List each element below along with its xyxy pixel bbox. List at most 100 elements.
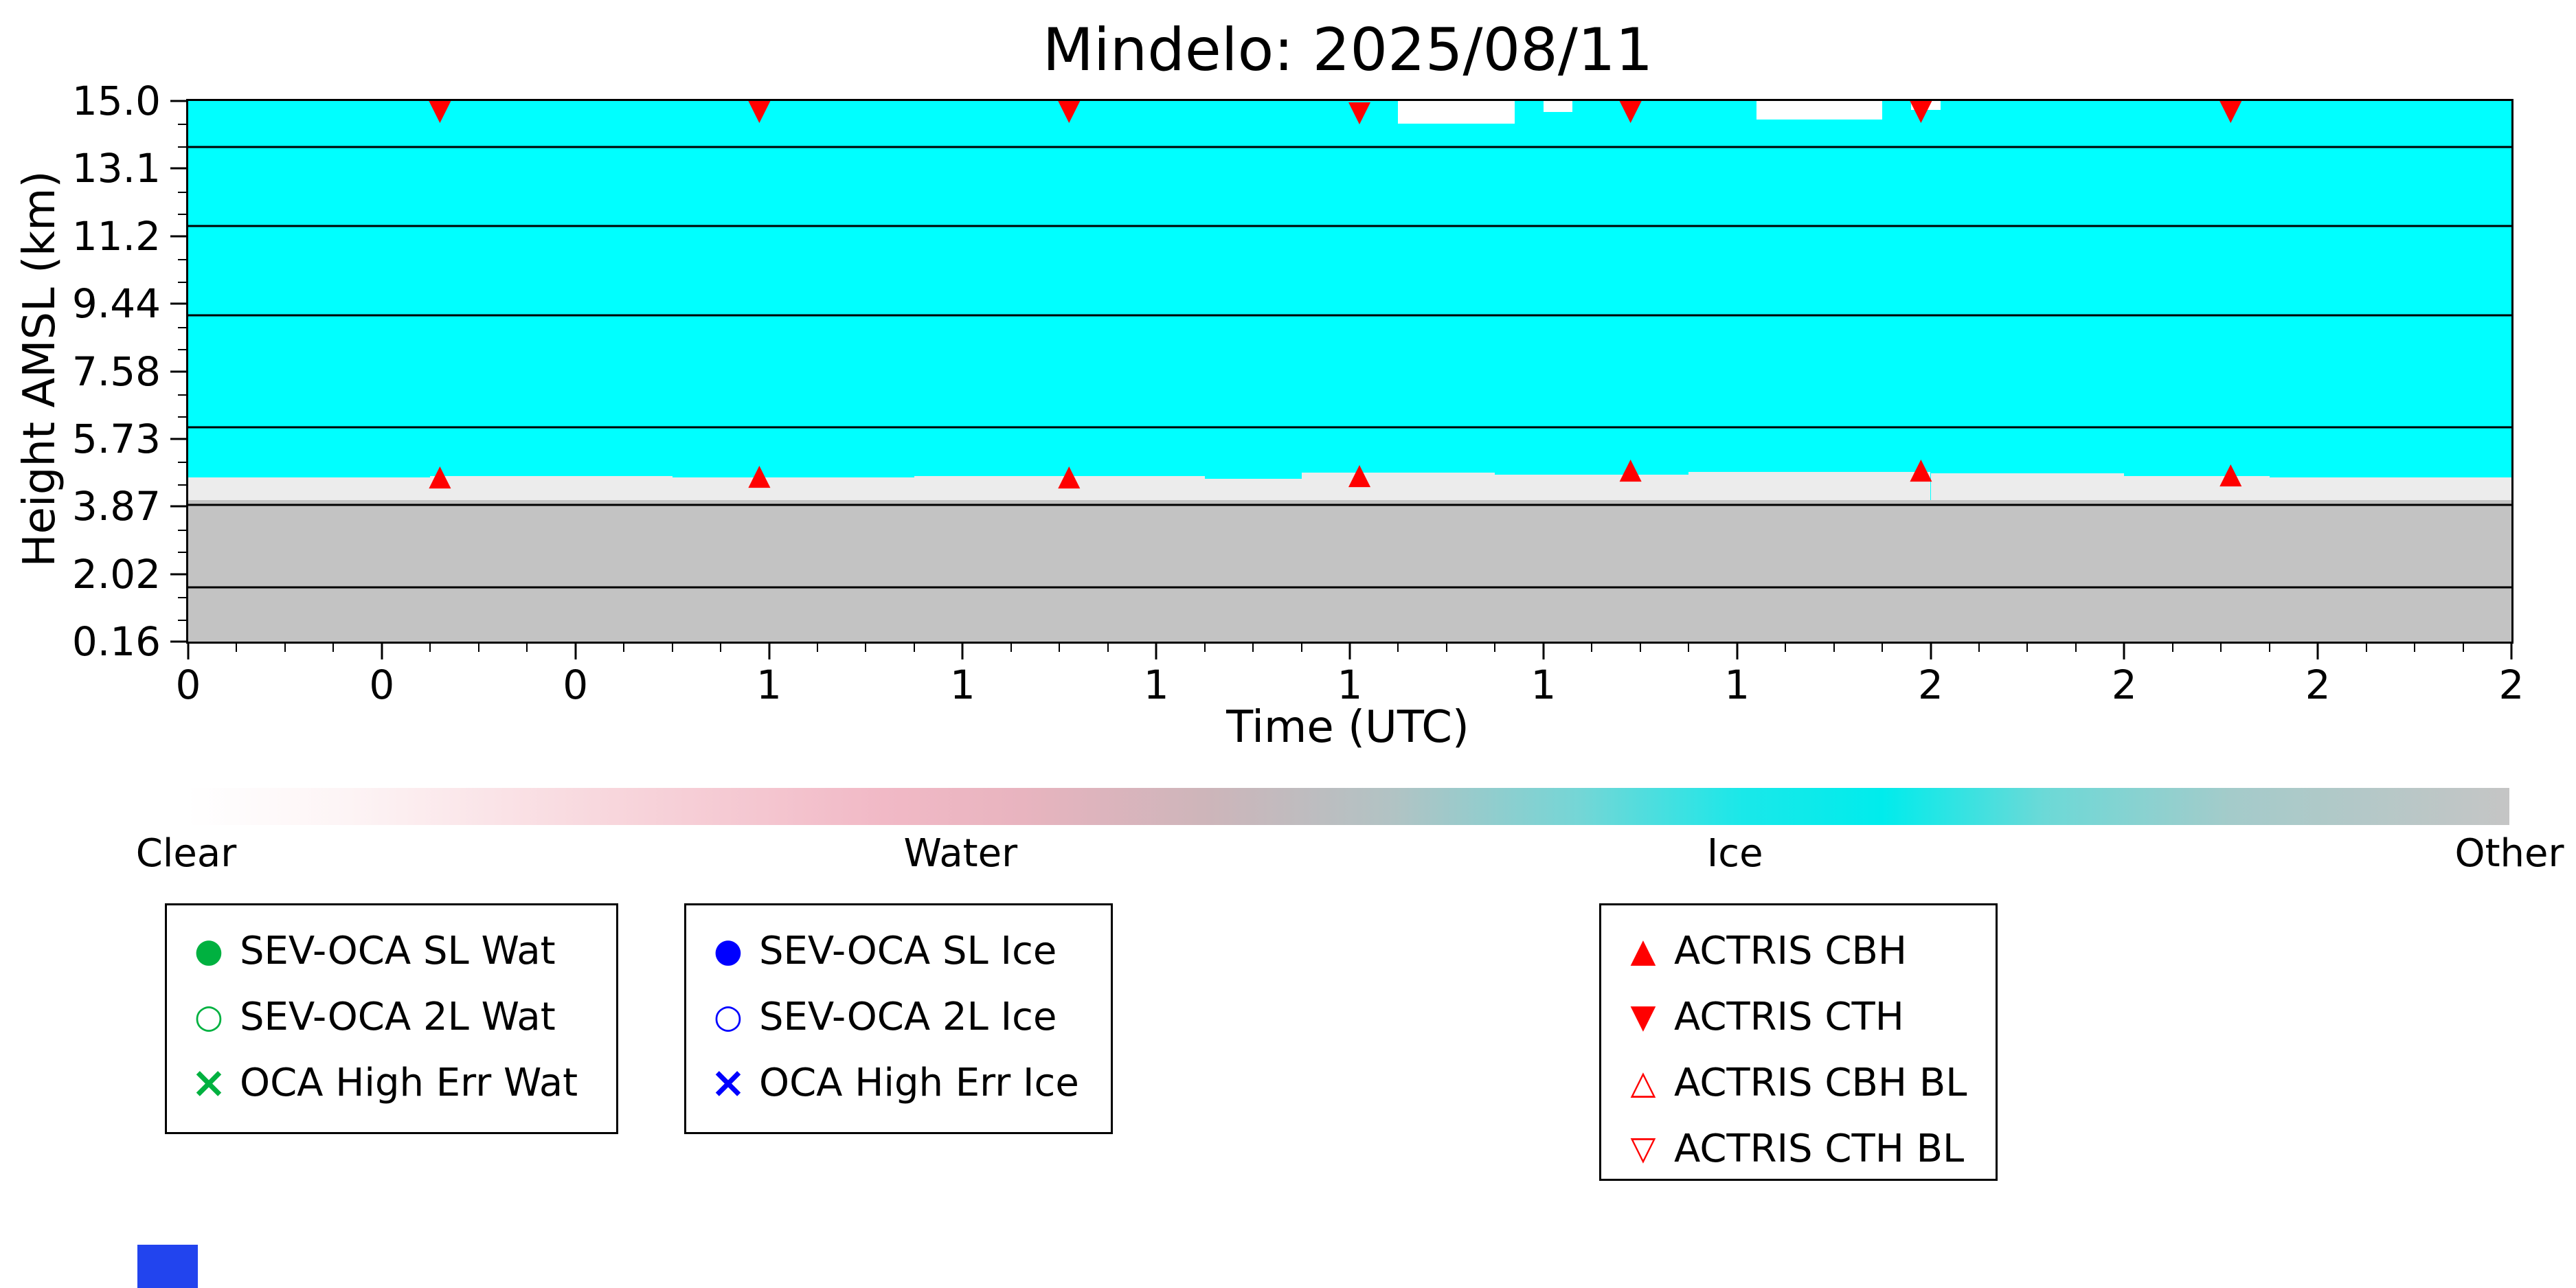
y-tick-minor: [178, 619, 188, 621]
x-tick-minor: [720, 642, 722, 652]
legend-item-label: OCA High Err Ice: [759, 1060, 1079, 1105]
actris-cbh-marker-icon: ▲: [1058, 458, 1081, 493]
actris-cbh-marker-icon: ▲: [1619, 451, 1642, 485]
legend-item: ○ SEV-OCA 2L Wat: [186, 984, 597, 1050]
plot-area: ▲ ▲ ▲ ▲ ▲ ▲ ▲ ▼ ▼ ▼ ▼ ▼ ▼ ▼ 0 0 0 1 1 1 1 1 1 2 2 2 2 15.0 13.1 11.2 9…: [72, 81, 2524, 705]
level-contour-line: [188, 586, 2511, 589]
triangle-up-filled-icon: ▲: [1630, 931, 1656, 970]
x-tick-major: [1155, 642, 1157, 659]
y-tick-minor: [178, 281, 188, 283]
colorbar-label-water: Water: [903, 831, 1018, 876]
page-title: Mindelo: 2025/08/11: [1042, 16, 1653, 84]
y-tick-minor: [178, 191, 188, 193]
x-tick-label: 1: [1337, 662, 1363, 708]
legend-item: ● SEV-OCA SL Wat: [186, 918, 597, 984]
x-tick-label: 0: [369, 662, 395, 708]
x-tick-minor: [1688, 642, 1690, 652]
colorbar-labels: Clear Water Ice Other: [136, 831, 2564, 881]
x-tick-minor: [284, 642, 286, 652]
x-tick-minor: [1204, 642, 1206, 652]
other-layer: [188, 499, 2511, 642]
legend-item-label: SEV-OCA SL Wat: [240, 928, 556, 973]
actris-cth-marker-icon: ▼: [2219, 93, 2242, 127]
legend-item: ▼ ACTRIS CTH: [1620, 984, 1976, 1050]
legend-item-label: SEV-OCA SL Ice: [759, 928, 1057, 973]
legend-item-label: ACTRIS CTH BL: [1674, 1126, 1965, 1171]
x-tick-minor: [1639, 642, 1641, 652]
clear-band-segment: [914, 476, 1205, 500]
x-tick-minor: [816, 642, 818, 652]
y-tick-minor: [178, 259, 188, 261]
level-contour-line: [188, 426, 2511, 429]
x-tick-major: [187, 642, 190, 659]
level-contour-line: [188, 504, 2511, 506]
x-tick-major: [574, 642, 577, 659]
x-icon: ×: [191, 1057, 227, 1107]
legend-item: × OCA High Err Wat: [186, 1050, 597, 1116]
clear-band-segment: [1301, 472, 1495, 500]
y-tick-label: 5.73: [71, 415, 161, 462]
x-tick-minor: [1107, 642, 1109, 652]
y-axis-label: Height AMSL (km): [14, 170, 65, 567]
circle-open-icon: ○: [714, 997, 743, 1036]
circle-filled-icon: ●: [194, 931, 223, 970]
y-tick-minor: [178, 349, 188, 351]
y-tick-minor: [178, 124, 188, 126]
y-tick-major: [170, 438, 188, 440]
x-tick-major: [1736, 642, 1739, 659]
y-tick-label: 2.02: [71, 550, 161, 598]
legend-water: ● SEV-OCA SL Wat ○ SEV-OCA 2L Wat × OCA High …: [165, 903, 618, 1134]
x-tick-major: [2316, 642, 2319, 659]
x-tick-label: 2: [2305, 662, 2331, 708]
x-tick-minor: [1010, 642, 1012, 652]
x-tick-minor: [1252, 642, 1254, 652]
blue-square-decoration: [137, 1245, 198, 1288]
x-tick-major: [2510, 642, 2513, 659]
legend-item-label: OCA High Err Wat: [240, 1060, 578, 1105]
y-tick-minor: [178, 394, 188, 396]
circle-filled-icon: ●: [714, 931, 743, 970]
x-tick-minor: [332, 642, 335, 652]
legend-item-label: ACTRIS CBH: [1674, 928, 1908, 973]
y-tick-major: [170, 235, 188, 238]
y-tick-major: [170, 640, 188, 643]
x-tick-label: 1: [756, 662, 782, 708]
actris-cbh-marker-icon: ▲: [1910, 451, 1932, 485]
y-tick-label: 9.44: [71, 280, 161, 328]
x-tick-minor: [671, 642, 673, 652]
actris-cth-marker-icon: ▼: [1619, 93, 1642, 127]
x-tick-minor: [526, 642, 528, 652]
x-tick-major: [1542, 642, 1545, 659]
clear-band-segment: [188, 477, 431, 500]
legend-item: × OCA High Err Ice: [705, 1050, 1092, 1116]
x-tick-label: 0: [563, 662, 589, 708]
actris-cth-marker-icon: ▼: [748, 93, 771, 127]
level-contour-line: [188, 314, 2511, 317]
y-tick-label: 11.2: [71, 212, 161, 260]
x-tick-minor: [1785, 642, 1787, 652]
legend-item: ● SEV-OCA SL Ice: [705, 918, 1092, 984]
legend-item-label: SEV-OCA 2L Wat: [240, 994, 556, 1039]
y-tick-major: [170, 302, 188, 305]
y-tick-minor: [178, 597, 188, 599]
y-tick-label: 13.1: [71, 145, 161, 192]
clear-band-segment: [2269, 477, 2511, 500]
clear-band-segment: [430, 476, 673, 500]
cloud-top-gap: [1756, 101, 1883, 120]
x-tick-major: [1930, 642, 1932, 659]
x-tick-minor: [1059, 642, 1061, 652]
y-tick-minor: [178, 416, 188, 418]
x-tick-minor: [913, 642, 915, 652]
x-tick-label: 0: [175, 662, 201, 708]
triangle-up-open-icon: △: [1630, 1063, 1656, 1102]
circle-open-icon: ○: [194, 997, 223, 1036]
x-tick-minor: [2365, 642, 2367, 652]
triangle-down-open-icon: ▽: [1630, 1129, 1656, 1168]
x-tick-label: 2: [1918, 662, 1943, 708]
x-tick-minor: [623, 642, 625, 652]
x-tick-minor: [236, 642, 238, 652]
colorbar-label-clear: Clear: [135, 831, 237, 876]
legend-item: ▽ ACTRIS CTH BL: [1620, 1116, 1976, 1182]
x-tick-minor: [429, 642, 431, 652]
clear-band-segment: [1495, 475, 1689, 500]
